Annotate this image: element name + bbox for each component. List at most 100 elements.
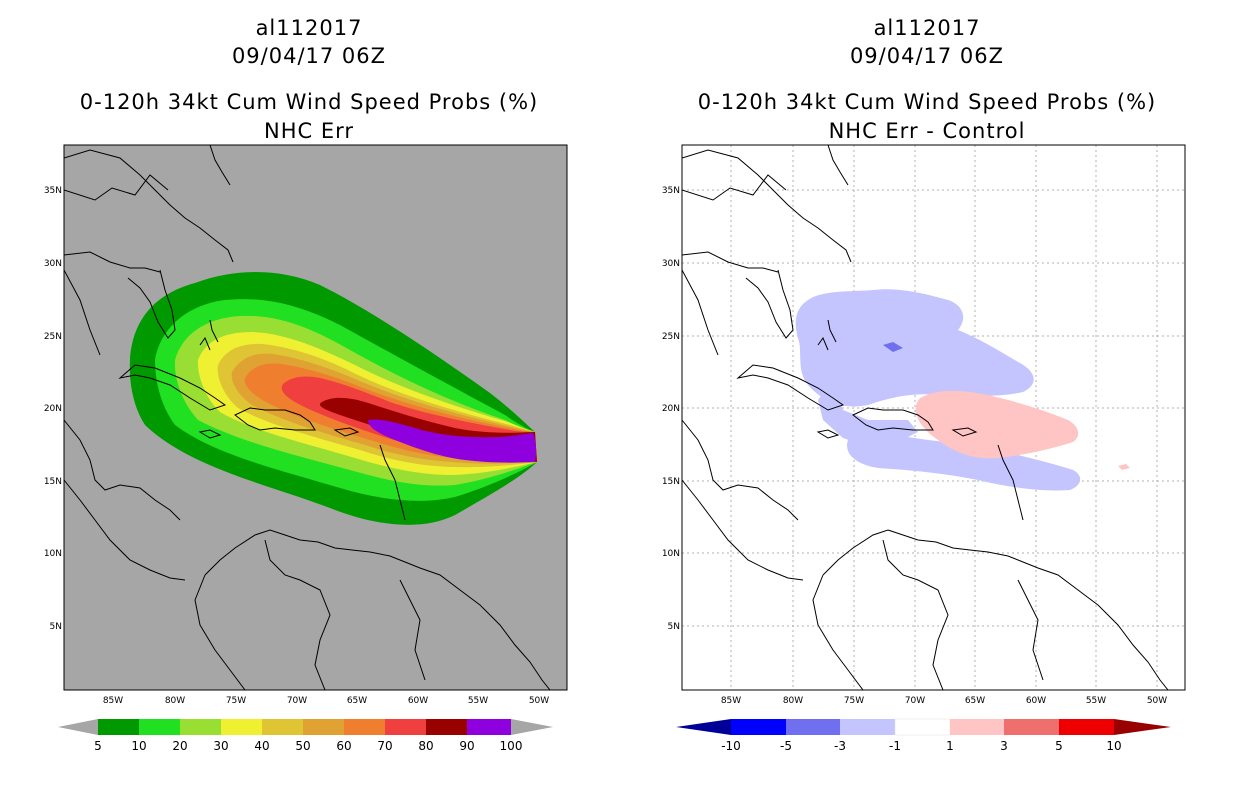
lat-tick-25N: 25N <box>44 332 62 342</box>
coastlines <box>682 145 1169 690</box>
colorbar-label-5: 5 <box>1055 739 1063 753</box>
colorbar-label-90: 90 <box>459 739 474 753</box>
colorbar-label-50: 50 <box>295 739 310 753</box>
colorbar-label-3: 3 <box>1000 739 1008 753</box>
difference-contours <box>795 289 1130 491</box>
colorbar-label-10: 10 <box>1106 739 1121 753</box>
colorbar-box-10 <box>467 719 511 735</box>
lat-tick-5N: 5N <box>668 622 680 632</box>
lon-tick-60W: 60W <box>1026 696 1046 706</box>
diff-area-plus1-small <box>1118 464 1130 470</box>
diff-area-minus5 <box>883 342 903 352</box>
lon-tick-80W: 80W <box>783 696 803 706</box>
lon-tick-65W: 65W <box>347 696 367 706</box>
lat-tick-15N: 15N <box>662 477 680 487</box>
lat-tick-5N: 5N <box>50 622 62 632</box>
colorbar-label-60: 60 <box>336 739 351 753</box>
colorbar-box-3 <box>180 719 221 735</box>
colorbar-box-4 <box>221 719 262 735</box>
lon-ticks: 85W 80W 75W 70W 65W 60W 55W 50W <box>103 696 549 706</box>
colorbar-label-minus10: -10 <box>721 739 741 753</box>
map-frame <box>681 144 1186 691</box>
lon-tick-55W: 55W <box>1086 696 1106 706</box>
lat-ticks: 35N 30N 25N 20N 15N 10N 5N <box>44 186 62 632</box>
lat-tick-10N: 10N <box>662 549 680 559</box>
colorbar-label-40: 40 <box>254 739 269 753</box>
colorbar-box-9 <box>426 719 467 735</box>
colorbar-box-6 <box>303 719 344 735</box>
colorbar-label-minus5: -5 <box>780 739 792 753</box>
colorbar-label-minus1: -1 <box>889 739 901 753</box>
colorbar-low-arrow <box>58 719 98 735</box>
left-panel: al112017 09/04/17 06Z 0-120h 34kt Cum Wi… <box>44 16 568 753</box>
probability-contours <box>129 271 538 525</box>
subtitle: NHC Err - Control <box>828 119 1026 143</box>
map-frame <box>63 144 568 691</box>
lon-tick-65W: 65W <box>965 696 985 706</box>
lat-tick-15N: 15N <box>44 477 62 487</box>
colorbar-label-70: 70 <box>377 739 392 753</box>
lon-tick-75W: 75W <box>844 696 864 706</box>
lat-tick-30N: 30N <box>662 259 680 269</box>
diff-area-minus3-south <box>847 435 1081 491</box>
diff-area-minus3-north <box>795 289 1034 407</box>
colorbar-label-1: 1 <box>946 739 954 753</box>
colorbar-box-1 <box>731 719 786 735</box>
lon-tick-50W: 50W <box>529 696 549 706</box>
colorbar-high-arrow <box>1114 719 1171 735</box>
colorbar-box-2 <box>139 719 180 735</box>
lon-tick-75W: 75W <box>226 696 246 706</box>
lat-tick-10N: 10N <box>44 549 62 559</box>
lat-tick-35N: 35N <box>44 186 62 196</box>
colorbar-label-10: 10 <box>131 739 146 753</box>
colorbar-low-arrow <box>676 719 731 735</box>
right-map-svg: 35N 30N 25N 20N 15N 10N 5N 85W 80W 75W 7… <box>662 144 1186 753</box>
lon-tick-85W: 85W <box>103 696 123 706</box>
product-title: 0-120h 34kt Cum Wind Speed Probs (%) <box>697 90 1157 114</box>
colorbar-box-2 <box>786 719 840 735</box>
subtitle: NHC Err <box>263 119 354 143</box>
lat-tick-20N: 20N <box>662 404 680 414</box>
colorbar-label-30: 30 <box>213 739 228 753</box>
lon-tick-70W: 70W <box>287 696 307 706</box>
lat-tick-30N: 30N <box>44 259 62 269</box>
left-map-svg: 35N 30N 25N 20N 15N 10N 5N 85W 80W 75W 7… <box>44 144 568 753</box>
lat-ticks: 35N 30N 25N 20N 15N 10N 5N <box>662 186 680 632</box>
lat-tick-25N: 25N <box>662 332 680 342</box>
colorbar-box-4 <box>894 718 951 736</box>
colorbar-high-arrow <box>511 719 553 735</box>
colorbar-label-5: 5 <box>94 739 102 753</box>
colorbar-label-80: 80 <box>418 739 433 753</box>
lon-tick-55W: 55W <box>468 696 488 706</box>
colorbar-box-6 <box>1004 719 1059 735</box>
right-panel: al112017 09/04/17 06Z 0-120h 34kt Cum Wi… <box>618 0 1236 800</box>
diff-area-plus1 <box>915 390 1079 459</box>
storm-id-title: al112017 <box>255 16 363 40</box>
colorbar-box-7 <box>344 719 385 735</box>
colorbar-label-100: 100 <box>500 739 523 753</box>
lon-tick-80W: 80W <box>165 696 185 706</box>
colorbar-label-minus3: -3 <box>834 739 846 753</box>
colorbar-box-5 <box>950 719 1004 735</box>
lon-tick-85W: 85W <box>721 696 741 706</box>
datetime-title: 09/04/17 06Z <box>849 44 1005 68</box>
storm-id-title: al112017 <box>873 16 981 40</box>
colorbar-box-7 <box>1059 719 1114 735</box>
lon-tick-60W: 60W <box>408 696 428 706</box>
colorbar-box-5 <box>262 719 303 735</box>
colorbar-right: -10 -5 -3 -1 1 3 5 10 <box>676 718 1171 753</box>
colorbar-box-8 <box>385 719 426 735</box>
product-title: 0-120h 34kt Cum Wind Speed Probs (%) <box>79 90 539 114</box>
lon-tick-50W: 50W <box>1147 696 1167 706</box>
lat-tick-35N: 35N <box>662 186 680 196</box>
diff-area-minus3-west <box>818 380 918 445</box>
lon-tick-70W: 70W <box>905 696 925 706</box>
datetime-title: 09/04/17 06Z <box>231 44 387 68</box>
contour-90 <box>368 419 537 463</box>
lon-ticks: 85W 80W 75W 70W 65W 60W 55W 50W <box>721 696 1167 706</box>
coastlines <box>64 145 551 690</box>
colorbar-label-20: 20 <box>172 739 187 753</box>
colorbar-box-1 <box>98 719 139 735</box>
lat-tick-20N: 20N <box>44 404 62 414</box>
colorbar-left: 5 10 20 30 40 50 60 70 80 90 100 <box>58 719 553 753</box>
